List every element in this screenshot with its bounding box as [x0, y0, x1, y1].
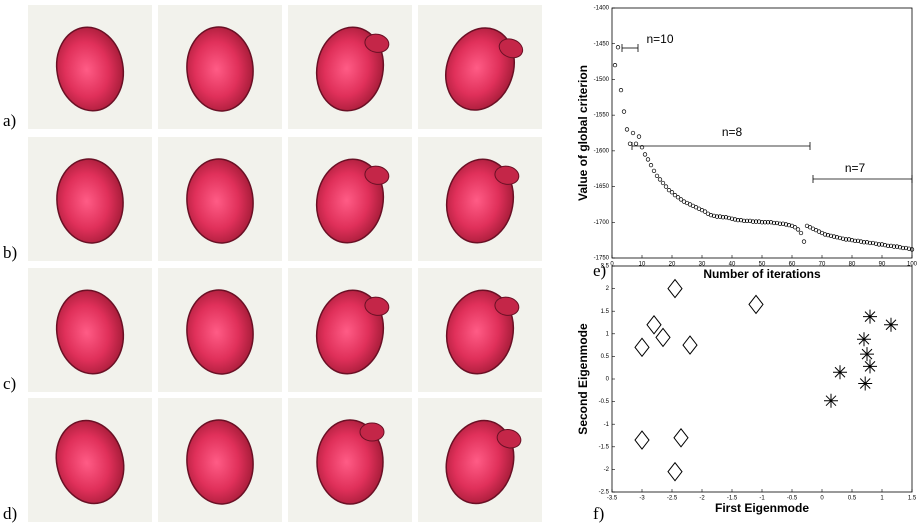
x-tick-label: 1	[880, 496, 884, 502]
point	[796, 228, 800, 232]
y-tick-label: 1	[606, 331, 610, 337]
point	[619, 88, 623, 92]
point	[858, 377, 872, 391]
annotation: n=10	[646, 32, 673, 46]
figure: a)b)c)d)e)f)0102030405060708090100-1750-…	[0, 0, 920, 527]
point	[857, 332, 871, 346]
y-tick-label: -1450	[594, 41, 610, 47]
point	[824, 394, 838, 408]
y-tick-label: 2.5	[601, 264, 610, 270]
y-tick-label: -1500	[594, 77, 610, 83]
plot-frame	[612, 266, 912, 492]
cell-bleb	[360, 423, 384, 441]
point	[668, 280, 682, 298]
point	[643, 153, 647, 157]
y-tick-label: -0.5	[599, 399, 610, 405]
point	[884, 318, 898, 332]
point	[628, 142, 632, 146]
cell	[317, 420, 384, 504]
point	[799, 231, 803, 235]
x-axis-title: First Eigenmode	[715, 501, 809, 515]
point	[670, 190, 674, 194]
point	[661, 181, 665, 185]
point	[616, 45, 620, 49]
y-tick-label: 2	[606, 286, 610, 292]
point	[664, 185, 668, 189]
point	[863, 359, 877, 373]
y-tick-label: -1550	[594, 113, 610, 119]
point	[655, 174, 659, 178]
y-axis-title: Second Eigenmode	[576, 323, 590, 435]
point	[647, 316, 661, 334]
x-tick-label: 20	[669, 262, 676, 268]
x-tick-label: 90	[879, 262, 886, 268]
point	[668, 463, 682, 481]
x-tick-label: 0.5	[848, 496, 857, 502]
annotation: n=7	[845, 161, 866, 175]
point	[622, 110, 626, 114]
y-tick-label: -1.5	[599, 444, 610, 450]
x-axis-title: Number of iterations	[703, 267, 821, 281]
point	[635, 431, 649, 449]
y-tick-label: -1750	[594, 256, 610, 262]
point	[625, 128, 629, 132]
y-tick-label: 1.5	[601, 309, 610, 315]
point	[649, 163, 653, 167]
y-tick-label: -1	[604, 422, 610, 428]
panel-label: f)	[593, 504, 604, 523]
point	[656, 328, 670, 346]
point	[634, 142, 638, 146]
x-tick-label: -2	[699, 496, 705, 502]
x-tick-label: 10	[639, 262, 646, 268]
point	[833, 365, 847, 379]
annotation: n=8	[722, 125, 743, 139]
y-tick-label: -2.5	[599, 490, 610, 496]
point	[637, 135, 641, 139]
x-tick-label: 1.5	[908, 496, 917, 502]
y-tick-label: -1700	[594, 220, 610, 226]
point	[658, 178, 662, 182]
point	[635, 338, 649, 356]
panel-label: b)	[3, 243, 17, 262]
point	[683, 336, 697, 354]
x-tick-label: -3.5	[607, 496, 618, 502]
x-tick-label: -2.5	[667, 496, 678, 502]
y-tick-label: 0	[606, 377, 610, 383]
y-tick-label: 0.5	[601, 354, 610, 360]
y-tick-label: -2	[604, 467, 610, 473]
x-tick-label: 80	[849, 262, 856, 268]
point	[863, 310, 877, 324]
point	[646, 158, 650, 162]
point	[749, 295, 763, 313]
y-tick-label: -1650	[594, 184, 610, 190]
point	[860, 347, 874, 361]
point	[802, 240, 806, 244]
panel-label: d)	[3, 504, 17, 523]
point	[613, 63, 617, 67]
x-tick-label: 0	[820, 496, 824, 502]
x-tick-label: -3	[639, 496, 645, 502]
point	[631, 131, 635, 135]
panel-label: a)	[3, 111, 16, 130]
point	[674, 429, 688, 447]
point	[652, 169, 656, 173]
y-axis-title: Value of global criterion	[576, 65, 590, 201]
y-tick-label: -1600	[594, 148, 610, 154]
panel-label: c)	[3, 374, 16, 393]
y-tick-label: -1400	[594, 6, 610, 12]
